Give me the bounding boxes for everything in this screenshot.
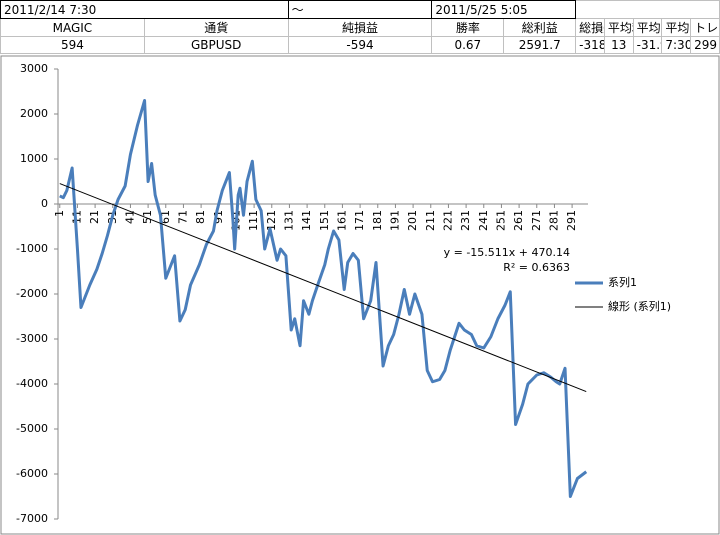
y-tick-label: -1000 (16, 242, 48, 255)
cell: -3185.7 (575, 36, 605, 54)
annotation: R² = 0.6363 (503, 261, 570, 274)
chart: -7000 -6000 -5000 -4000 -3000 -2000 -1000 0 1000… (0, 55, 720, 535)
cell: MAGIC (0, 18, 145, 37)
x-tick-label: 231 (459, 210, 472, 231)
x-tick-label: 51 (141, 210, 154, 224)
x-tick-label: 211 (424, 210, 437, 231)
cell: 2591.7 (503, 36, 577, 54)
cell: 平均時間 (661, 18, 692, 37)
x-tick-label: 21 (88, 210, 101, 224)
x-tick-label: 271 (530, 210, 543, 231)
date-row: 2011/2/14 7:30 ～ 2011/5/25 5:05 (0, 0, 720, 19)
x-tick-label: 191 (388, 210, 401, 231)
cell: GBPUSD (143, 36, 289, 54)
y-tick-label: 0 (41, 197, 48, 210)
cell: -594 (287, 36, 433, 54)
x-tick-label: 41 (123, 210, 136, 224)
data-line (59, 99, 588, 498)
x-tick-label: 121 (265, 210, 278, 231)
y-tick-label: -3000 (16, 332, 48, 345)
x-tick-label: 81 (194, 210, 207, 224)
y-tick-label: -5000 (16, 422, 48, 435)
y-tick-label: -6000 (16, 467, 48, 480)
y-tick-label: 3000 (20, 62, 48, 75)
x-tick-label: 111 (247, 210, 260, 231)
cell: 2011/5/25 5:05 (431, 0, 577, 19)
y-tick-label: -7000 (16, 512, 48, 525)
cell: 平均損失 (632, 18, 663, 37)
cell: 総利益 (503, 18, 577, 37)
cell: ～ (287, 0, 433, 19)
cell: トレード数 (690, 18, 720, 37)
x-tick-label: 131 (282, 210, 295, 231)
cell: 通貨 (143, 18, 289, 37)
cell: 7:30 (661, 36, 692, 54)
x-tick-label: 281 (547, 210, 560, 231)
trend-line (59, 183, 587, 393)
cell: 勝率 (431, 18, 505, 37)
x-tick-label: 171 (353, 210, 366, 231)
cell: 594 (0, 36, 145, 54)
y-tick-label: -4000 (16, 377, 48, 390)
x-tick-label: 71 (176, 210, 189, 224)
cell (575, 0, 720, 19)
cell: 純損益 (287, 18, 433, 37)
summary-table: 2011/2/14 7:30 ～ 2011/5/25 5:05 MAGIC 通貨純… (0, 0, 720, 54)
cell: 2011/2/14 7:30 (0, 0, 289, 19)
y-tick-label: -2000 (16, 287, 48, 300)
x-tick-label: 151 (318, 210, 331, 231)
x-tick-label: 291 (565, 210, 578, 231)
x-tick-label: 1 (53, 210, 66, 217)
legend-label: 線形 (系列1) (608, 299, 671, 313)
x-tick-label: 161 (335, 210, 348, 231)
y-tick-label: 2000 (20, 107, 48, 120)
annotation: y = -15.511x + 470.14 (444, 246, 570, 259)
y-tick-label: 1000 (20, 152, 48, 165)
cell: 299 (690, 36, 720, 54)
data-row: 594GBPUSD-5940.672591.7-3185.713-31.97:3… (0, 36, 720, 54)
x-tick-label: 141 (300, 210, 313, 231)
x-tick-label: 221 (441, 210, 454, 231)
cell: 総損失 (575, 18, 605, 37)
x-tick-label: 251 (494, 210, 507, 231)
legend-label: 系列1 (608, 275, 637, 289)
x-tick-label: 261 (512, 210, 525, 231)
x-tick-label: 201 (406, 210, 419, 231)
header-row: MAGIC通貨純損益勝率総利益総損失平均利益平均損失平均時間トレード数 (0, 18, 720, 37)
x-tick-label: 241 (477, 210, 490, 231)
cell: -31.9 (632, 36, 663, 54)
cell: 0.67 (431, 36, 505, 54)
cell: 平均利益 (603, 18, 634, 37)
x-tick-label: 181 (371, 210, 384, 231)
cell: 13 (603, 36, 634, 54)
